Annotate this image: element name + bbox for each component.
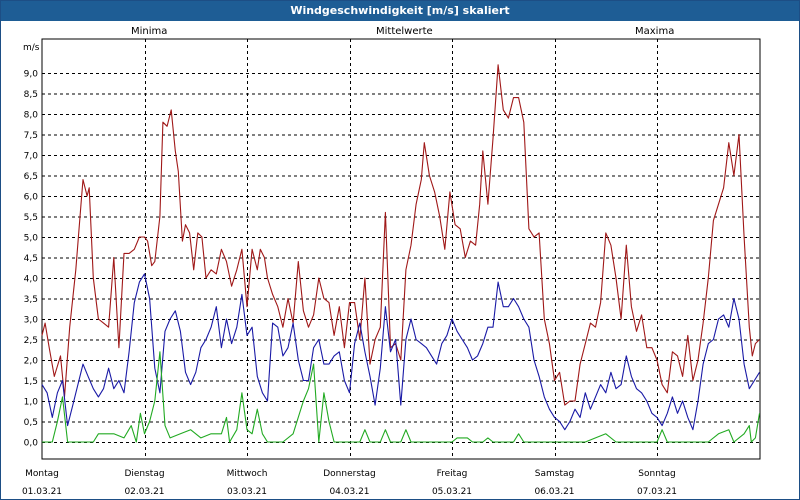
day-name-label: Montag: [25, 469, 59, 479]
series-line-maxima: [41, 64, 760, 406]
day-date-label: 03.03.21: [227, 487, 267, 497]
y-tick-label: 3,5: [24, 295, 38, 305]
day-date-label: 04.03.21: [329, 487, 369, 497]
day-date-label: 02.03.21: [124, 487, 164, 497]
legend-minima: Minima: [131, 26, 168, 37]
legend-mittelwerte: Mittelwerte: [376, 26, 433, 37]
y-tick-label: 4,5: [24, 254, 38, 264]
y-tick-label: 1,0: [24, 398, 39, 408]
day-name-label: Donnerstag: [323, 469, 376, 479]
chart-title: Windgeschwindigkeit [m/s] skaliert: [1, 1, 799, 21]
y-tick-label: 8,0: [24, 111, 39, 121]
y-axis-unit: m/s: [23, 43, 40, 53]
y-tick-label: 9,0: [24, 70, 39, 80]
y-tick-label: 8,5: [24, 90, 38, 100]
day-name-label: Freitag: [437, 469, 468, 479]
y-tick-label: 2,5: [24, 336, 38, 346]
legend-maxima: Maxima: [635, 26, 675, 37]
y-tick-label: 4,0: [24, 275, 39, 285]
day-date-label: 06.03.21: [534, 487, 574, 497]
y-tick-label: 2,0: [24, 357, 39, 367]
day-date-label: 01.03.21: [22, 487, 62, 497]
day-date-label: 07.03.21: [637, 487, 677, 497]
day-date-label: 05.03.21: [432, 487, 472, 497]
y-tick-label: 6,5: [24, 172, 38, 182]
day-name-label: Dienstag: [124, 469, 164, 479]
y-tick-label: 7,0: [24, 152, 39, 162]
series-line-minima: [42, 351, 761, 443]
day-name-label: Samstag: [535, 469, 574, 479]
y-tick-label: 3,0: [24, 316, 39, 326]
y-tick-label: 6,0: [24, 193, 39, 203]
y-tick-label: 7,5: [24, 131, 38, 141]
y-tick-label: 1,5: [24, 377, 38, 387]
y-tick-label: 0,5: [24, 418, 38, 428]
day-name-label: Sonntag: [638, 469, 675, 479]
plot-area-border: [41, 38, 761, 460]
y-tick-label: 0,0: [24, 439, 39, 449]
day-name-label: Mittwoch: [227, 469, 268, 479]
y-tick-label: 5,0: [24, 234, 39, 244]
y-tick-label: 5,5: [24, 213, 38, 223]
